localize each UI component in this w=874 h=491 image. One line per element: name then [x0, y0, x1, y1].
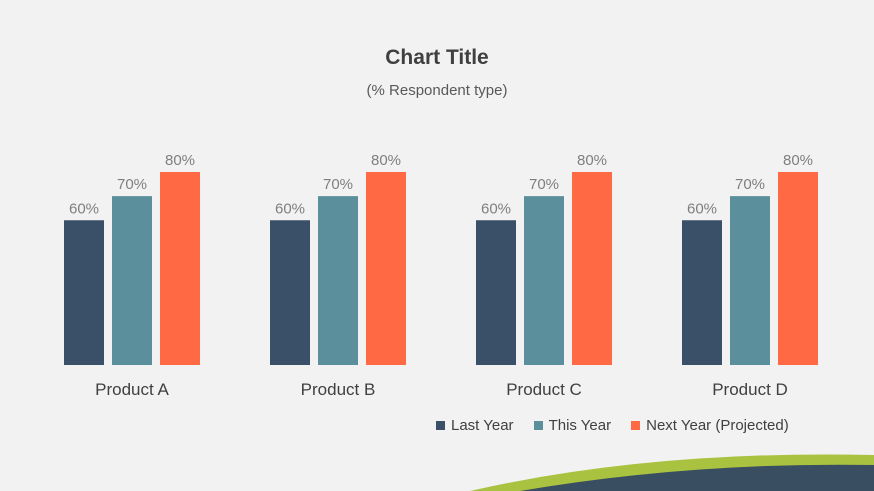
bar-3-1	[476, 220, 516, 365]
bar-4-1	[682, 220, 722, 365]
legend-label-this-year: This Year	[548, 417, 612, 434]
bar-3-2	[524, 196, 564, 365]
bar-3-3	[572, 172, 612, 365]
data-label-1-2: 70%	[117, 176, 147, 193]
wave-navy	[520, 464, 874, 491]
legend-label-next-year: Next Year (Projected)	[646, 417, 789, 434]
legend-label-last-year: Last Year	[451, 417, 514, 434]
bar-2-1	[270, 220, 310, 365]
bar-4-2	[730, 196, 770, 365]
legend-swatch-last-year	[436, 421, 445, 430]
legend-swatch-next-year	[631, 421, 641, 430]
data-label-1-1: 60%	[69, 200, 99, 217]
data-label-2-1: 60%	[275, 200, 305, 217]
legend-swatch-this-year	[533, 421, 543, 430]
data-label-2-3: 80%	[371, 152, 401, 169]
data-label-3-3: 80%	[577, 152, 607, 169]
category-label-1: Product A	[95, 380, 169, 399]
legend: Last Year This Year Next Year (Projected…	[436, 417, 789, 434]
bar-2-2	[318, 196, 358, 365]
bar-2-3	[366, 172, 406, 365]
data-label-4-3: 80%	[783, 152, 813, 169]
category-label-4: Product D	[712, 380, 788, 399]
data-label-4-2: 70%	[735, 176, 765, 193]
data-label-3-1: 60%	[481, 200, 511, 217]
category-label-2: Product B	[301, 380, 376, 399]
bar-1-2	[112, 196, 152, 365]
category-label-3: Product C	[506, 380, 582, 399]
chart-subtitle: (% Respondent type)	[366, 82, 508, 99]
bar-4-3	[778, 172, 818, 365]
data-label-3-2: 70%	[529, 176, 559, 193]
bar-1-1	[64, 220, 104, 365]
legend-item-last-year: Last Year	[436, 417, 514, 434]
data-label-4-1: 60%	[687, 200, 717, 217]
chart-title: Chart Title	[385, 46, 489, 69]
data-label-2-2: 70%	[323, 176, 353, 193]
data-label-1-3: 80%	[165, 152, 195, 169]
legend-item-this-year: This Year	[533, 417, 612, 434]
legend-item-next-year: Next Year (Projected)	[631, 417, 789, 434]
bar-1-3	[160, 172, 200, 365]
